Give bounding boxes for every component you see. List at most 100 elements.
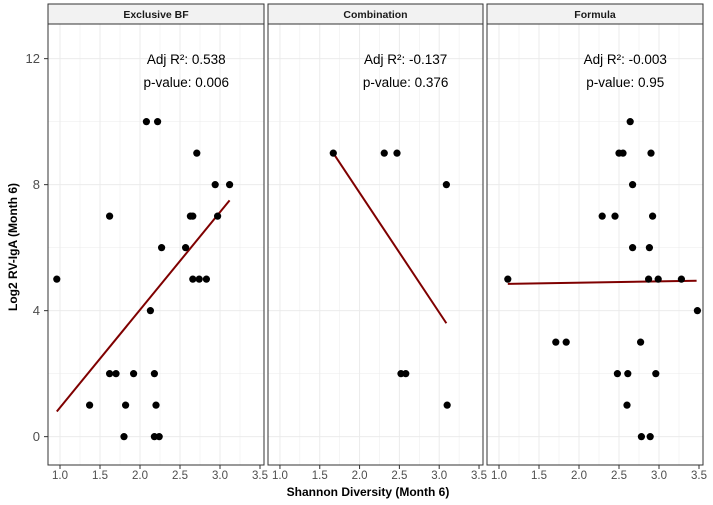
annotation-pvalue: p-value: 0.95 (586, 75, 664, 90)
panel-border (47, 23, 265, 466)
annotation-pvalue: p-value: 0.376 (363, 75, 449, 90)
x-tick-label: 3.5 (691, 470, 707, 482)
panel-background (48, 24, 264, 465)
data-point (112, 370, 120, 378)
x-tick-label: 2.0 (352, 470, 368, 482)
data-point (226, 181, 234, 189)
data-point (611, 212, 619, 220)
data-point (552, 338, 560, 346)
x-tick-label: 1.0 (491, 470, 507, 482)
data-point (146, 307, 154, 315)
data-point (130, 370, 138, 378)
annotation-pvalue: p-value: 0.006 (143, 75, 229, 90)
data-point (106, 370, 114, 378)
data-point (637, 433, 646, 441)
data-point (654, 275, 662, 283)
data-point (150, 370, 158, 378)
x-axis-title: Shannon Diversity (Month 6) (287, 485, 450, 499)
x-tick-label: 1.0 (272, 470, 288, 482)
x-tick-label: 2.5 (391, 470, 407, 482)
data-point (189, 275, 197, 283)
facet-panel: Combination Adj R²: -0.137 p-value: 0.376 1… (267, 3, 487, 482)
x-tick-label: 3.0 (212, 470, 228, 482)
data-point (562, 338, 570, 346)
data-point (623, 401, 631, 409)
panel-background (487, 24, 703, 465)
data-point (155, 433, 163, 441)
x-tick-label: 2.5 (611, 470, 627, 482)
annotation-r2: Adj R²: -0.003 (584, 52, 667, 67)
regression-line (332, 152, 448, 324)
facet-panel: Exclusive BF Adj R²: 0.538 p-value: 0.006 1… (47, 3, 268, 482)
y-axis-title: Log2 RV-IgA (Month 6) (6, 183, 20, 311)
data-point (629, 181, 637, 189)
x-tick-label: 3.5 (252, 470, 268, 482)
data-point (152, 401, 160, 409)
panel-grid (487, 24, 703, 465)
data-point (613, 370, 622, 378)
data-point (122, 401, 130, 409)
data-point (649, 212, 657, 220)
panel-border (267, 23, 484, 466)
data-point (211, 181, 219, 189)
annotation-r2: Adj R²: -0.137 (364, 52, 447, 67)
data-point (504, 275, 512, 283)
data-point (646, 433, 654, 441)
data-point (677, 275, 686, 283)
y-tick-label: 12 (26, 51, 40, 66)
data-point (443, 401, 451, 409)
y-tick-label: 8 (33, 177, 40, 192)
data-point (189, 212, 197, 220)
facet-title: Formula (574, 9, 616, 21)
data-point (598, 212, 606, 220)
data-point (619, 149, 627, 157)
facet-title: Exclusive BF (123, 9, 189, 21)
data-point (637, 338, 645, 346)
data-point (86, 401, 94, 409)
x-tick-label: 1.0 (52, 470, 68, 482)
data-point (195, 275, 203, 283)
facet-panel: Formula Adj R²: -0.003 p-value: 0.95 1.0 1.5… (486, 3, 707, 482)
data-point (393, 149, 401, 157)
data-point (624, 370, 632, 378)
data-point (106, 212, 114, 220)
data-point (193, 149, 201, 157)
y-tick-label: 4 (33, 303, 40, 318)
data-point (214, 212, 222, 220)
regression-line (56, 199, 231, 413)
panel-grid (268, 24, 483, 465)
data-point (182, 244, 190, 252)
x-tick-label: 3.0 (431, 470, 447, 482)
panel-border (486, 23, 704, 466)
data-point (652, 370, 660, 378)
data-point (442, 181, 450, 189)
data-point (158, 244, 166, 252)
data-point (154, 118, 162, 126)
data-point (402, 370, 410, 378)
data-point (380, 149, 388, 157)
data-point (202, 275, 210, 283)
data-point (629, 244, 637, 252)
data-point (647, 149, 655, 157)
facet-title: Combination (343, 9, 407, 21)
x-tick-label: 2.0 (571, 470, 587, 482)
data-point (142, 118, 150, 126)
x-tick-label: 1.5 (92, 470, 108, 482)
data-point (693, 307, 702, 315)
regression-line (507, 279, 697, 285)
data-point (329, 149, 337, 157)
x-tick-label: 3.5 (471, 470, 487, 482)
annotation-r2: Adj R²: 0.538 (147, 52, 226, 67)
x-tick-label: 3.0 (651, 470, 667, 482)
x-tick-label: 2.5 (172, 470, 188, 482)
x-tick-label: 2.0 (132, 470, 148, 482)
data-point (120, 433, 128, 441)
y-tick-label: 0 (33, 429, 40, 444)
data-point (626, 118, 634, 126)
panel-background (268, 24, 483, 465)
x-tick-label: 1.5 (312, 470, 328, 482)
data-point (53, 275, 61, 283)
data-point (645, 244, 654, 252)
data-point (645, 275, 653, 283)
